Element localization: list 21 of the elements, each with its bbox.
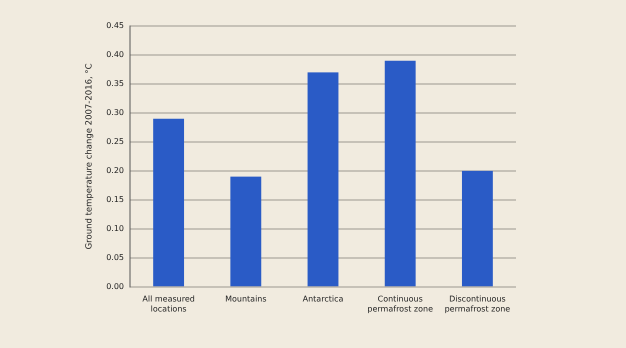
y-tick-label: 0.40 xyxy=(106,50,124,60)
y-tick-label: 0.20 xyxy=(106,166,124,175)
x-tick-label: Continuous permafrost zone xyxy=(367,294,434,314)
y-tick-label: 0.15 xyxy=(106,194,124,204)
y-tick-label: 0.10 xyxy=(106,224,124,233)
x-tick-label: Antarctica xyxy=(302,294,344,304)
x-tick-label: Mountains xyxy=(225,294,267,304)
x-tick-label: Discontinuous permafrost zone xyxy=(444,294,510,314)
y-tick-label: 0.45 xyxy=(106,21,124,30)
bar xyxy=(384,60,416,286)
y-tick-label: 0.35 xyxy=(106,79,124,88)
bar xyxy=(462,170,493,286)
y-tick-label: 0.00 xyxy=(106,282,124,291)
bar xyxy=(230,176,262,286)
y-tick-label: 0.25 xyxy=(106,136,124,146)
bar xyxy=(308,72,338,286)
y-tick-label: 0.05 xyxy=(106,252,124,262)
y-tick-label: 0.30 xyxy=(106,108,124,118)
y-axis-title: Ground temperature change 2007-2016, °C xyxy=(84,63,94,250)
x-tick-label: All measured locations xyxy=(142,294,195,314)
bar xyxy=(153,118,184,286)
